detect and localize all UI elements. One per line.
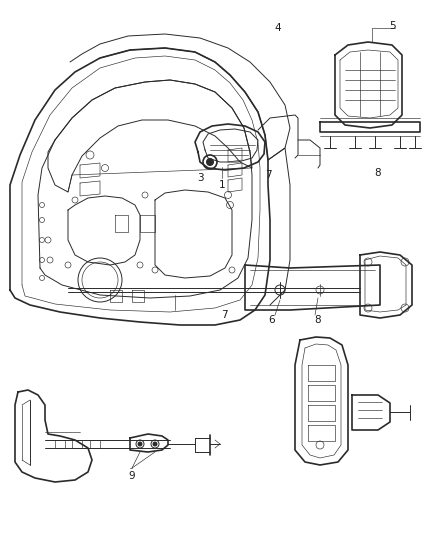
Text: 7: 7 [220, 310, 227, 320]
Text: 9: 9 [128, 471, 135, 481]
Text: 4: 4 [274, 23, 281, 33]
Circle shape [153, 442, 157, 446]
Text: 3: 3 [196, 173, 203, 183]
Text: 5: 5 [389, 21, 396, 31]
Circle shape [206, 158, 213, 166]
Text: 1: 1 [218, 180, 225, 190]
Text: 6: 6 [268, 315, 275, 325]
Circle shape [138, 442, 141, 446]
Text: 8: 8 [374, 168, 381, 178]
Text: 7: 7 [264, 170, 271, 180]
Text: 8: 8 [314, 315, 321, 325]
